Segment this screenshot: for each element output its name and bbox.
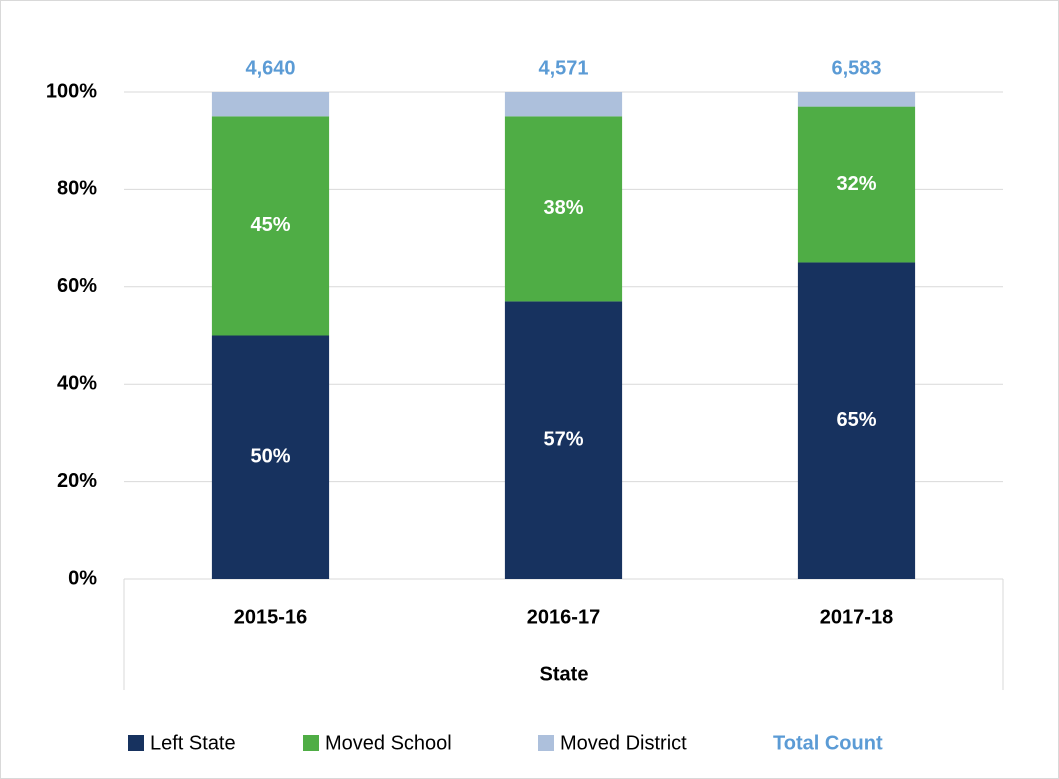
bar-segment (504, 92, 623, 117)
legend-label: Moved School (325, 732, 452, 754)
x-axis-title: State (540, 663, 589, 685)
data-label: 57% (543, 428, 583, 450)
bar-segment (504, 116, 623, 302)
y-tick-label: 40% (57, 372, 97, 394)
x-tick-label: 2015-16 (234, 606, 307, 628)
legend-label: Moved District (560, 732, 687, 754)
y-tick-label: 0% (68, 567, 97, 589)
y-tick-label: 20% (57, 470, 97, 492)
y-tick-label: 100% (46, 80, 97, 102)
bar-segment (504, 301, 623, 579)
x-tick-label: 2016-17 (527, 606, 600, 628)
y-tick-label: 80% (57, 178, 97, 200)
data-label: 38% (543, 197, 583, 219)
bar-segment (797, 92, 916, 107)
data-label: 65% (836, 409, 876, 431)
bar-segment (797, 262, 916, 579)
total-count-label: 6,583 (831, 57, 881, 79)
data-label: 50% (250, 446, 290, 468)
bar-segment (211, 116, 330, 336)
data-label: 45% (250, 214, 290, 236)
total-count-label: 4,571 (538, 57, 588, 79)
bar-segment (797, 106, 916, 263)
x-tick-label: 2017-18 (820, 606, 893, 628)
bar-segment (211, 92, 330, 117)
legend-swatch (128, 735, 144, 751)
legend-label: Left State (150, 732, 236, 754)
legend-swatch (538, 735, 554, 751)
legend-swatch (303, 735, 319, 751)
data-label: 32% (836, 173, 876, 195)
legend-label: Total Count (773, 732, 883, 754)
y-tick-label: 60% (57, 275, 97, 297)
total-count-label: 4,640 (245, 57, 295, 79)
bar-segment (211, 335, 330, 579)
